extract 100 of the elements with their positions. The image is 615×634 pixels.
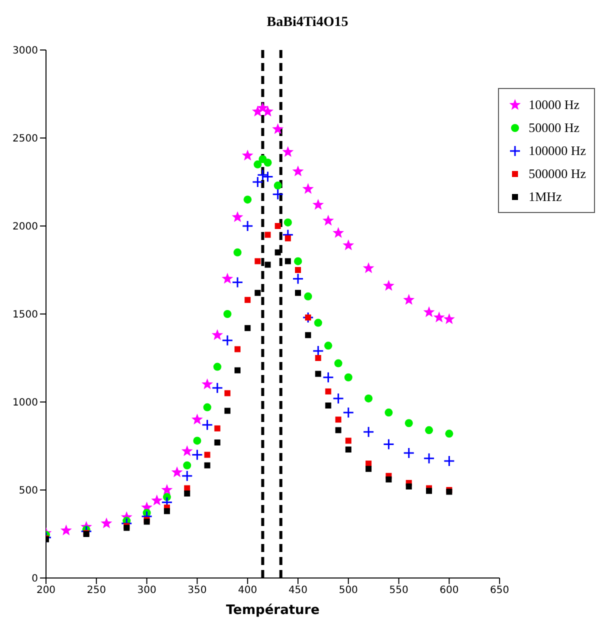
point (423, 306, 435, 318)
point (315, 355, 322, 361)
point (274, 223, 281, 229)
point (204, 452, 210, 458)
point (203, 403, 212, 412)
y-tick-label: 0 (32, 574, 38, 585)
point (294, 290, 301, 296)
point (264, 262, 271, 268)
point (212, 329, 224, 340)
y-tick-label: 1500 (12, 310, 38, 321)
point (426, 488, 432, 494)
point (425, 426, 434, 434)
point (403, 294, 415, 305)
point (292, 165, 304, 176)
point (264, 158, 272, 167)
point (184, 490, 190, 497)
point (171, 466, 183, 478)
y-tick-label: 1000 (12, 398, 38, 409)
point (284, 218, 292, 226)
x-tick-label: 300 (137, 585, 156, 596)
x-tick-label: 550 (389, 585, 408, 596)
point (334, 359, 342, 368)
legend-label: 100000 Hz (528, 142, 586, 158)
y-tick-label: 2500 (12, 134, 38, 145)
point (213, 362, 222, 371)
point (60, 524, 72, 536)
x-tick-label: 350 (188, 585, 207, 596)
point (325, 388, 332, 394)
point (366, 466, 372, 472)
x-tick-label: 250 (86, 585, 106, 596)
point (244, 325, 251, 332)
x-tick-label: 600 (440, 585, 459, 596)
point (294, 257, 302, 266)
point (335, 427, 342, 434)
point (244, 296, 251, 303)
point (404, 419, 413, 428)
x-tick-label: 650 (490, 585, 510, 596)
point (264, 232, 271, 238)
legend-label: 50000 Hz (528, 120, 580, 136)
point (344, 373, 352, 382)
point (234, 346, 241, 352)
chart-title: BaBi4Ti4O15 (266, 14, 350, 32)
point (304, 292, 312, 300)
point (234, 367, 241, 374)
point (312, 198, 324, 210)
point (382, 280, 394, 291)
point (164, 508, 170, 514)
point (202, 378, 213, 390)
x-axis-title: Température (226, 603, 320, 618)
legend-label: 10000 Hz (528, 96, 580, 112)
point (315, 370, 322, 377)
x-tick-label: 400 (238, 585, 258, 596)
point (254, 290, 261, 296)
point (184, 485, 190, 492)
x-tick-label: 200 (36, 585, 56, 596)
point (191, 414, 203, 424)
point (325, 402, 332, 409)
point (234, 248, 242, 256)
point (433, 312, 445, 322)
point (284, 235, 291, 242)
point (406, 483, 412, 490)
point (262, 106, 274, 116)
point (364, 394, 373, 402)
point (242, 150, 254, 160)
point (214, 439, 220, 446)
point (314, 318, 322, 327)
point (366, 460, 372, 467)
point (305, 314, 312, 321)
point (332, 227, 344, 238)
y-tick-label: 2000 (12, 222, 38, 233)
point (151, 494, 163, 506)
point (345, 446, 352, 453)
point (342, 239, 354, 250)
point (305, 332, 312, 338)
point (335, 416, 342, 423)
point (224, 390, 230, 396)
point (254, 160, 262, 168)
point (223, 310, 232, 318)
x-tick-label: 450 (288, 585, 308, 596)
point (181, 445, 193, 456)
x-tick-label: 500 (338, 585, 358, 596)
point (214, 425, 220, 432)
point (183, 461, 192, 470)
y-tick-label: 500 (18, 486, 38, 497)
point (222, 272, 234, 284)
point (282, 146, 294, 157)
legend-label: 500000 Hz (528, 166, 586, 182)
point (232, 211, 244, 222)
point (272, 123, 284, 134)
point (161, 484, 173, 495)
point (324, 342, 332, 350)
point (384, 408, 393, 417)
point (345, 438, 352, 444)
point (274, 182, 282, 190)
point (100, 517, 112, 528)
point (274, 249, 281, 256)
point (224, 408, 230, 414)
point (284, 258, 291, 264)
point (244, 196, 252, 204)
point (254, 258, 261, 264)
